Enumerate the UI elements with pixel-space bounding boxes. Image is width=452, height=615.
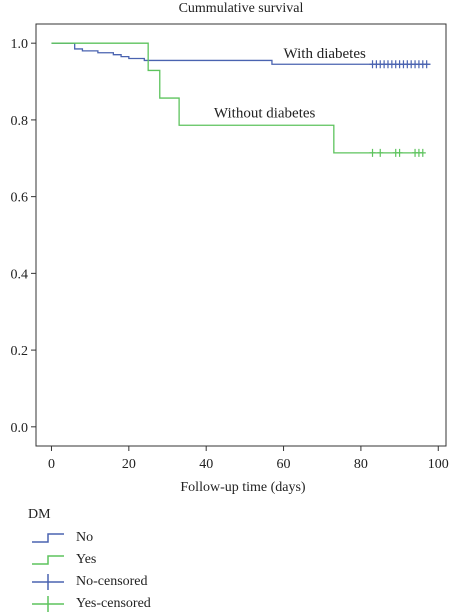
plot-area: With diabetes Without diabetes	[51, 42, 431, 157]
x-tick-label: 100	[428, 457, 449, 472]
legend-step-icon-no	[32, 533, 64, 543]
x-tick-label: 40	[199, 457, 213, 472]
x-axis-label: Follow-up time (days)	[180, 480, 306, 495]
y-tick-label: 0.2	[11, 344, 29, 359]
survival-chart: Cummulative survival 0 20 40 60 80 1000.00.20…	[11, 1, 449, 495]
legend-title: DM	[28, 507, 51, 522]
censor-mark-yes	[396, 148, 403, 157]
legend-step-icon-yes	[32, 555, 64, 565]
axes: 0 20 40 60 80 100 0.0 0.2 0.4 0.6 0.8 1.0	[11, 23, 449, 472]
legend-label-yes: Yes	[76, 552, 97, 567]
y-tick-label: 0.4	[11, 267, 29, 282]
survival-curve-yes	[51, 42, 423, 154]
y-tick-label: 1.0	[11, 37, 29, 52]
survival-curve-no	[51, 42, 431, 65]
legend-label-no-censored: No-censored	[76, 574, 148, 589]
x-tick-label: 20	[122, 457, 136, 472]
legend-label-no: No	[76, 530, 94, 545]
legend-item-yes-censored: Yes-censored	[28, 593, 448, 615]
legend-cross-icon-yes	[32, 596, 64, 612]
chart-title: Cummulative survival	[179, 1, 304, 16]
y-tick-label: 0.6	[11, 191, 29, 206]
x-tick-label: 60	[277, 457, 291, 472]
annotation-no: With diabetes	[284, 46, 366, 62]
legend-cross-icon-no	[32, 574, 64, 590]
censor-mark-yes	[419, 148, 426, 157]
legend-item-yes: Yes	[28, 549, 448, 571]
annotation-yes: Without diabetes	[214, 106, 316, 122]
x-tick-label: 0	[48, 457, 55, 472]
legend-item-no: No	[28, 527, 448, 549]
legend: DM No Yes No-censored Yes-censored	[28, 507, 448, 615]
plot-frame	[35, 23, 447, 447]
censor-mark-yes	[377, 148, 384, 157]
legend-label-yes-censored: Yes-censored	[76, 596, 151, 611]
censor-mark-no	[423, 60, 430, 69]
x-tick-label: 80	[354, 457, 368, 472]
censor-mark-yes	[369, 148, 376, 157]
legend-item-no-censored: No-censored	[28, 571, 448, 593]
y-tick-label: 0.0	[11, 421, 29, 436]
y-tick-label: 0.8	[11, 114, 29, 129]
